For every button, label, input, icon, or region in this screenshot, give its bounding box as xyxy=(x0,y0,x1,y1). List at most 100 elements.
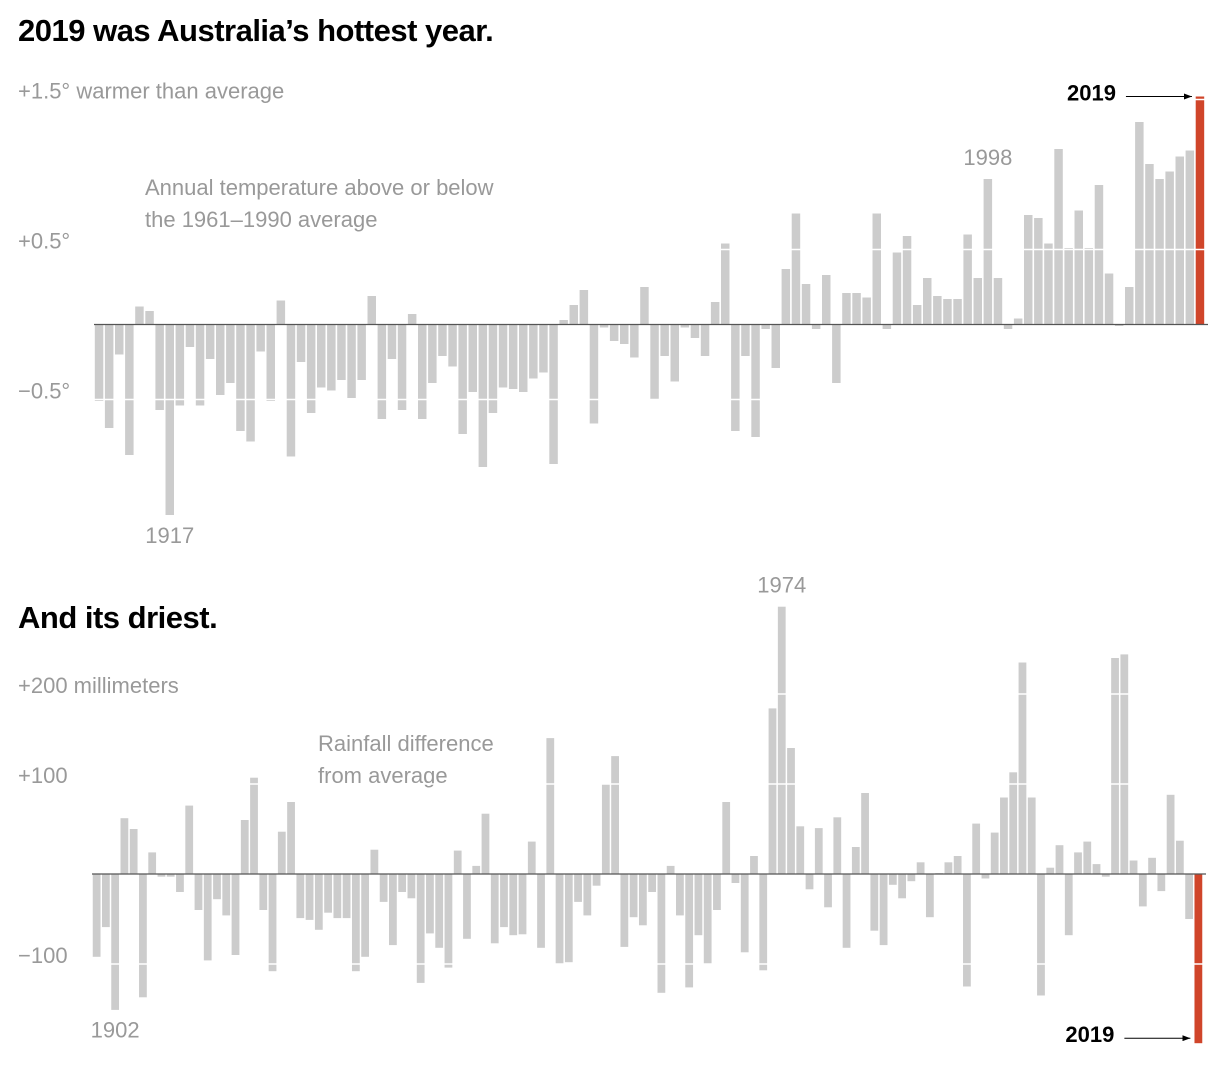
bar xyxy=(370,849,379,874)
chart-title: 2019 was Australia’s hottest year. xyxy=(18,13,493,48)
bar xyxy=(1114,324,1124,326)
bar xyxy=(611,756,619,874)
bar xyxy=(231,874,240,955)
bar xyxy=(963,234,972,325)
bar xyxy=(240,820,249,874)
bar xyxy=(842,874,851,948)
y-tick-label: +0.5° xyxy=(18,228,70,253)
bar xyxy=(601,784,610,874)
bar xyxy=(620,874,629,947)
bar xyxy=(448,324,457,367)
bar xyxy=(564,874,573,963)
bar xyxy=(852,293,861,325)
year-label: 1902 xyxy=(91,1018,140,1043)
bar xyxy=(933,296,942,325)
bar xyxy=(194,874,203,910)
bar xyxy=(787,748,795,874)
bar xyxy=(276,300,286,325)
y-tick-label: +200 millimeters xyxy=(18,673,179,698)
bar xyxy=(426,874,434,934)
bar xyxy=(125,324,134,455)
bar xyxy=(902,236,912,325)
bar xyxy=(892,252,902,325)
bar xyxy=(972,823,981,874)
bar xyxy=(481,813,490,874)
bar xyxy=(990,832,999,874)
bar xyxy=(1009,772,1018,874)
bar xyxy=(731,324,740,431)
bar xyxy=(337,324,346,380)
bar xyxy=(342,874,351,919)
bar xyxy=(771,324,780,368)
bar xyxy=(435,874,444,948)
bar xyxy=(1165,171,1174,325)
bar xyxy=(468,324,477,392)
bar xyxy=(549,324,558,464)
bar xyxy=(145,311,154,325)
bar xyxy=(851,847,860,874)
bar xyxy=(305,874,314,920)
bar xyxy=(347,324,356,398)
bar xyxy=(1092,864,1101,874)
bar xyxy=(416,874,425,983)
bar xyxy=(444,874,453,968)
bar xyxy=(1138,874,1147,907)
bar xyxy=(660,324,669,356)
bar xyxy=(579,290,589,325)
bar xyxy=(638,874,647,926)
bar xyxy=(721,243,730,325)
bar xyxy=(185,805,194,874)
bar xyxy=(379,874,388,902)
bar xyxy=(983,179,993,325)
bar xyxy=(1034,218,1043,325)
bar xyxy=(92,874,101,957)
bar xyxy=(407,874,416,899)
bar xyxy=(629,874,638,918)
bar xyxy=(670,324,679,382)
bar xyxy=(722,802,731,874)
bar xyxy=(833,817,842,874)
y-tick-label: −0.5° xyxy=(18,378,70,403)
bar xyxy=(944,862,953,874)
bar xyxy=(1024,215,1033,325)
bar xyxy=(1129,860,1138,874)
bar xyxy=(559,320,568,325)
bar xyxy=(1135,122,1144,325)
bar xyxy=(555,874,564,964)
bar xyxy=(135,306,144,325)
bar xyxy=(351,874,360,972)
bar xyxy=(1157,874,1166,892)
bar xyxy=(898,874,906,899)
bar xyxy=(500,874,508,928)
bar xyxy=(111,874,120,1010)
bar xyxy=(912,305,922,325)
bar xyxy=(397,324,407,410)
bar xyxy=(115,324,124,355)
bar xyxy=(195,324,205,406)
bar xyxy=(768,708,777,874)
bar xyxy=(148,852,157,874)
bar xyxy=(981,874,990,879)
bar xyxy=(472,865,481,874)
bar xyxy=(389,874,397,946)
bar xyxy=(488,324,498,413)
bar xyxy=(1195,96,1205,325)
bar xyxy=(101,874,110,928)
bar xyxy=(314,874,323,930)
bar xyxy=(801,284,811,325)
bar xyxy=(222,874,231,916)
bar xyxy=(703,874,712,964)
bar xyxy=(129,829,138,874)
bar xyxy=(1055,845,1064,874)
bar xyxy=(870,874,879,931)
bar xyxy=(640,287,649,325)
bar xyxy=(498,324,508,388)
bar xyxy=(246,324,255,442)
bar xyxy=(398,874,407,892)
bar xyxy=(453,850,462,874)
bar xyxy=(333,874,342,919)
bar xyxy=(1111,658,1119,874)
bar xyxy=(694,874,703,936)
bar xyxy=(104,324,114,428)
bar xyxy=(713,874,721,910)
